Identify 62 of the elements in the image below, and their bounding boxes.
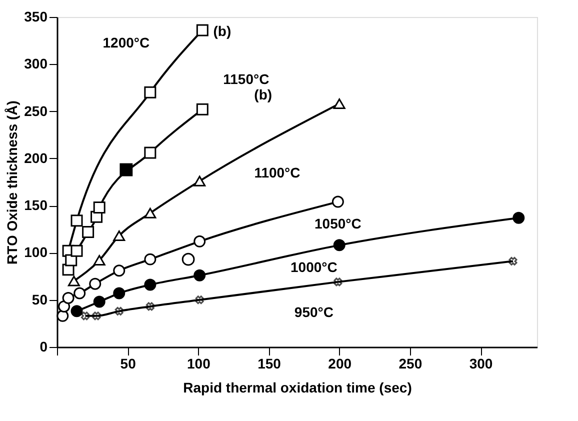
- point: [144, 278, 156, 291]
- y-tick-label: 200: [24, 150, 48, 166]
- point: [146, 302, 154, 311]
- series-label: 1100°C: [254, 164, 300, 181]
- point: [333, 98, 346, 110]
- series-label: 950°C: [294, 304, 334, 320]
- point: [194, 269, 206, 282]
- annotation: (b): [254, 86, 272, 102]
- y-tick-label: 50: [32, 291, 48, 308]
- point: [114, 306, 124, 316]
- x-tick-label: 200: [328, 356, 352, 372]
- point: [334, 278, 342, 286]
- point: [508, 256, 518, 266]
- point: [93, 201, 106, 214]
- point: [62, 292, 74, 304]
- y-tick-label: 250: [24, 102, 48, 119]
- point: [512, 212, 525, 224]
- point: [92, 312, 101, 320]
- point: [68, 276, 80, 286]
- y-tick-label: 300: [24, 56, 48, 72]
- x-tick-label: 250: [398, 356, 422, 372]
- annotation: (b): [213, 23, 232, 40]
- point: [65, 254, 78, 266]
- point: [93, 296, 106, 308]
- x-tick-label: 300: [469, 356, 493, 372]
- x-tick-label: 50: [120, 356, 136, 372]
- series-label: 1050°C: [314, 215, 362, 232]
- point: [70, 214, 83, 227]
- series-label: 1200°C: [102, 34, 150, 50]
- point: [113, 264, 126, 277]
- point: [144, 86, 156, 98]
- series-label: 1150°C: [223, 71, 270, 88]
- point: [89, 278, 102, 290]
- y-tick-label: 150: [24, 197, 48, 214]
- y-tick-label: 100: [24, 244, 48, 260]
- point: [194, 176, 206, 186]
- point: [182, 252, 195, 266]
- point: [194, 235, 206, 248]
- x-tick-label: 100: [186, 356, 211, 372]
- point: [195, 296, 204, 304]
- y-tick-label: 0: [40, 338, 48, 354]
- point: [120, 163, 133, 176]
- point: [333, 239, 346, 252]
- point: [70, 305, 83, 318]
- series-label: 1000°C: [290, 258, 338, 275]
- x-axis-title: Rapid thermal oxidation time (sec): [183, 380, 412, 396]
- point: [82, 226, 94, 238]
- point: [144, 208, 156, 218]
- point: [80, 312, 90, 320]
- point: [144, 253, 156, 266]
- y-tick-label: 350: [24, 8, 48, 24]
- point: [74, 287, 86, 300]
- point: [196, 103, 208, 116]
- x-tick-label: 150: [258, 356, 282, 372]
- point: [113, 230, 126, 242]
- y-axis-title: RTO Oxide thickness (Å): [4, 100, 20, 264]
- point: [196, 24, 208, 36]
- point: [332, 196, 344, 208]
- point: [70, 244, 83, 257]
- point: [93, 254, 106, 266]
- point: [144, 146, 156, 159]
- point: [113, 287, 126, 300]
